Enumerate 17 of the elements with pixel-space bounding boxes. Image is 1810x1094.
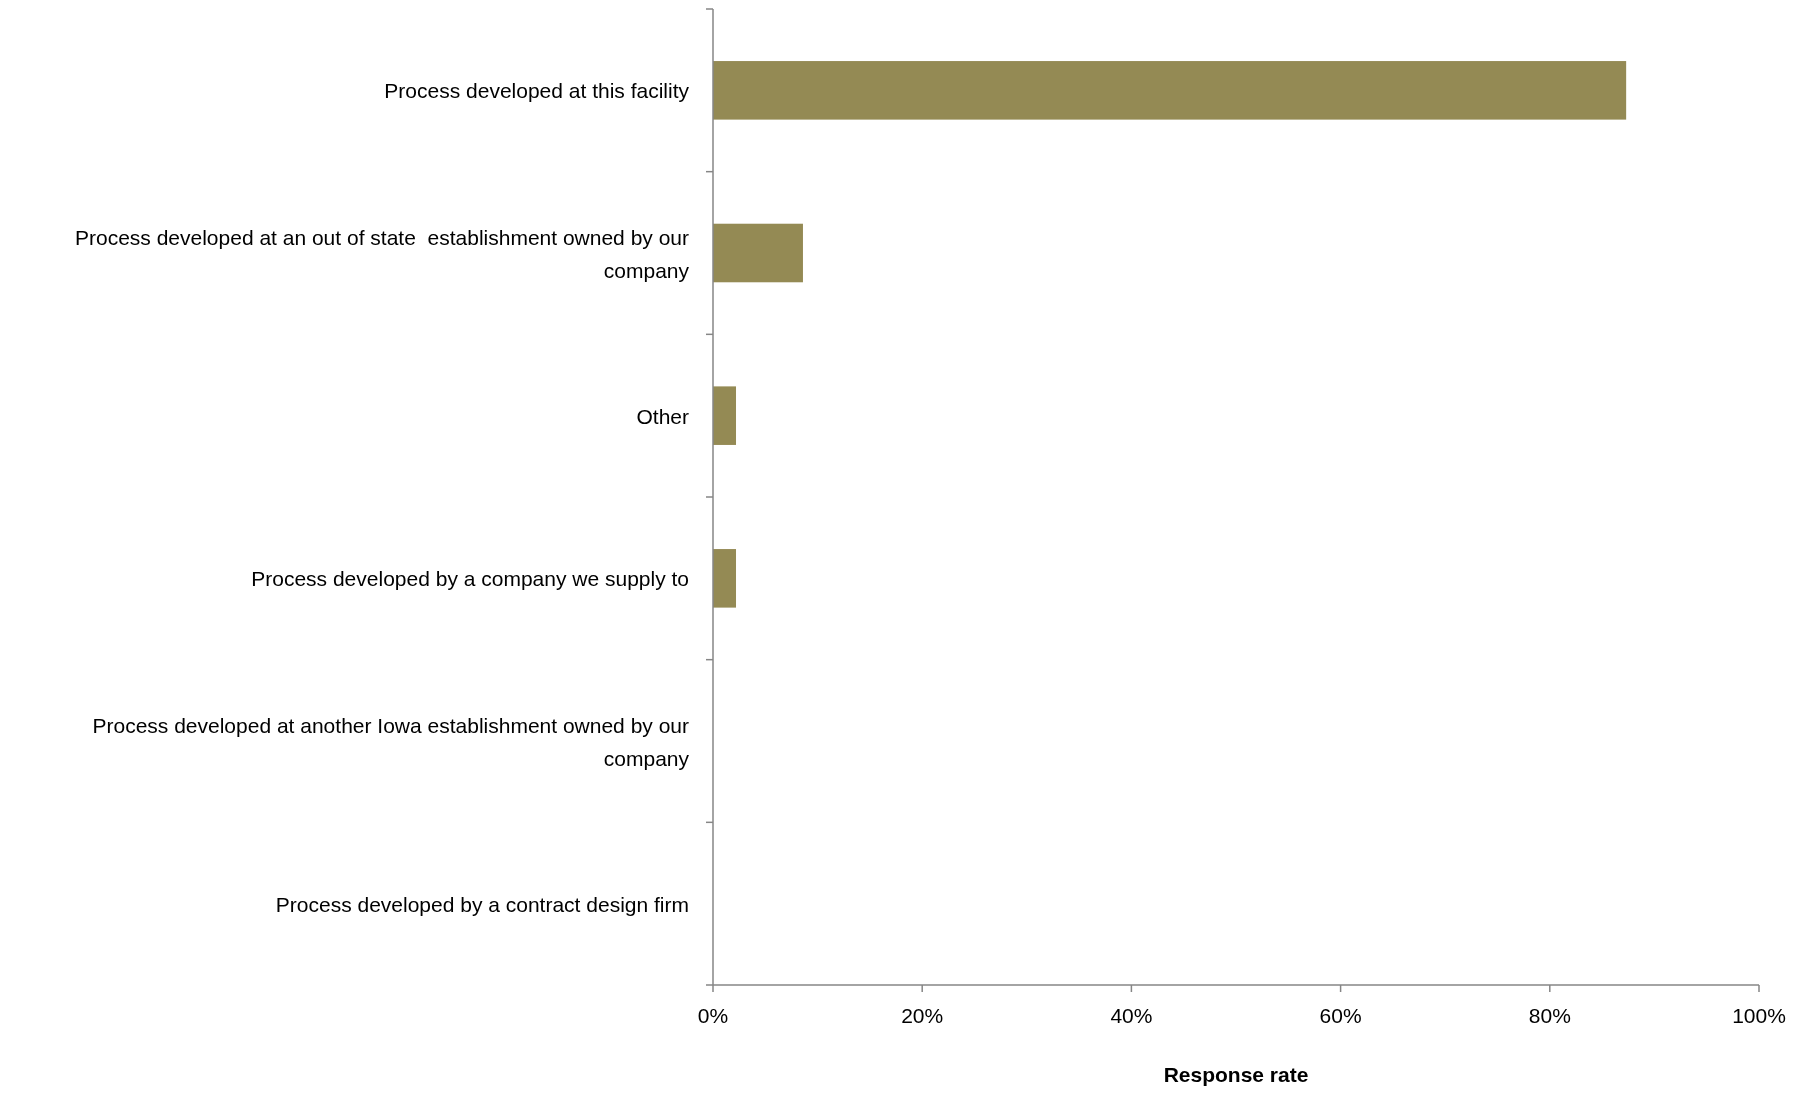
x-tick-label: 60% [1319, 1004, 1362, 1027]
x-axis-title: Response rate [1163, 1063, 1309, 1086]
y-tick-label: Process developed at an out of state establishment owned by our company [74, 225, 690, 281]
bar [713, 386, 737, 445]
x-tick-label: 40% [1110, 1004, 1153, 1027]
y-tick-label: Process developed by a contract design firm [275, 892, 689, 916]
y-tick-label: Process developed at this facility [384, 78, 690, 102]
x-tick-label: 20% [901, 1004, 944, 1027]
y-tick-label: Process developed by a company we supply to [251, 566, 689, 590]
y-tick-label: Other [636, 404, 689, 428]
y-tick-label: Process developed at another Iowa establishment owned by our company [92, 713, 690, 769]
x-tick-label: 0% [697, 1004, 729, 1027]
bar [713, 223, 803, 283]
x-tick-label: 80% [1528, 1004, 1571, 1027]
x-tick-label: 100% [1732, 1004, 1786, 1027]
bar [713, 549, 737, 608]
bar [713, 61, 1627, 120]
